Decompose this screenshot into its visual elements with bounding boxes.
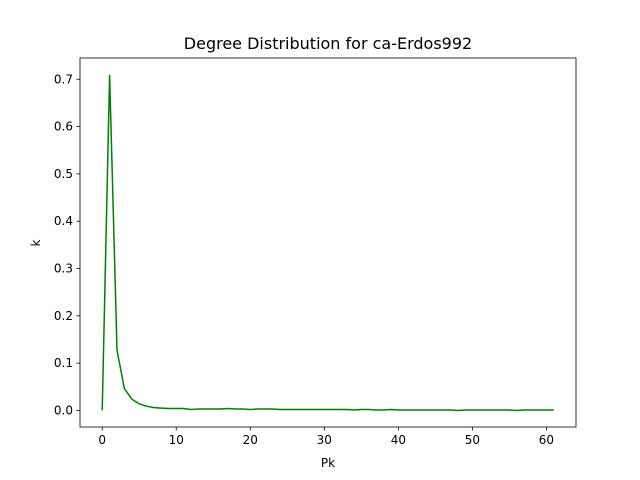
- y-tick-label: 0.6: [54, 120, 73, 134]
- x-axis-label: Pk: [321, 456, 335, 470]
- x-tick-label: 50: [465, 433, 480, 447]
- x-tick-label: 60: [539, 433, 554, 447]
- y-axis-label: k: [29, 239, 43, 246]
- y-tick-label: 0.3: [54, 262, 73, 276]
- series-line-0: [101, 74, 554, 412]
- chart-title: Degree Distribution for ca-Erdos992: [184, 34, 472, 53]
- y-tick-label: 0.5: [54, 167, 73, 181]
- plot-area: 0 10 20 30 40 50 60 0.0 0.1 0.2 0.3 0.4 0.5 0.6 0.7: [54, 57, 577, 447]
- x-tick-label: 30: [317, 433, 332, 447]
- y-tick-label: 0.2: [54, 309, 73, 323]
- y-tick-label: 0.4: [54, 214, 73, 228]
- x-tick-label: 20: [243, 433, 258, 447]
- y-tick-label: 0.1: [54, 356, 73, 370]
- axes-frame: [79, 57, 577, 428]
- y-tick-label: 0.7: [54, 72, 73, 86]
- x-tick-label: 40: [391, 433, 406, 447]
- y-tick-label: 0.0: [54, 403, 73, 417]
- x-tick-label: 0: [98, 433, 106, 447]
- x-tick-label: 10: [169, 433, 184, 447]
